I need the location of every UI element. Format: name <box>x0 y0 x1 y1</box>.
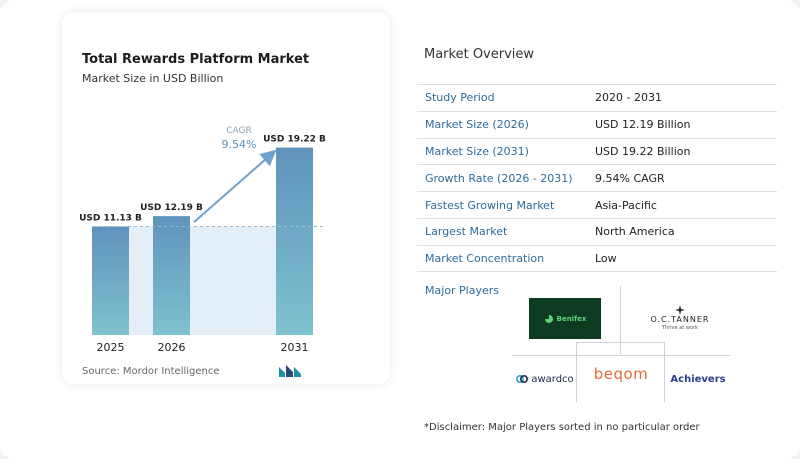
overview-row: Largest Market North America <box>417 217 777 245</box>
overview-label: Market Size (2031) <box>425 144 529 158</box>
awardco-logo: awardco <box>514 370 576 388</box>
chart-card: Total Rewards Platform Market Market Siz… <box>62 12 390 384</box>
benifex-logo-text: Benifex <box>556 314 587 323</box>
overview-label: Fastest Growing Market <box>425 198 555 212</box>
overview-row: Market Size (2026) USD 12.19 Billion <box>417 110 777 138</box>
bar-2025 <box>92 226 129 335</box>
bar-2031 <box>276 147 313 335</box>
players-divider <box>576 342 577 402</box>
disclaimer-text: *Disclaimer: Major Players sorted in no … <box>424 422 700 433</box>
bar-2026 <box>153 216 190 335</box>
chart-title: Total Rewards Platform Market <box>82 52 310 67</box>
overview-value: USD 12.19 Billion <box>595 118 691 132</box>
benifex-logo-icon <box>544 314 553 323</box>
overview-value: North America <box>595 225 675 239</box>
chart-subtitle: Market Size in USD Billion <box>82 72 224 85</box>
mordor-intelligence-logo-icon <box>279 365 301 377</box>
beqom-logo: beqom <box>593 365 649 383</box>
oc-tanner-tagline: Thrive at work <box>661 325 698 331</box>
awardco-logo-icon <box>516 375 529 383</box>
overview-value: Asia-Pacific <box>595 198 657 212</box>
overview-label: Study Period <box>425 91 495 105</box>
oc-tanner-logo-icon <box>675 305 685 315</box>
value-label-2031: USD 19.22 B <box>263 135 326 145</box>
players-divider <box>512 355 730 356</box>
value-label-2025: USD 11.13 B <box>79 213 142 223</box>
overview-value: 2020 - 2031 <box>595 91 662 105</box>
major-players-title: Major Players <box>425 284 499 297</box>
source-text: Source: Mordor Intelligence <box>82 366 220 377</box>
overview-row: Market Concentration Low <box>417 244 777 272</box>
overview-value: USD 19.22 Billion <box>595 144 691 158</box>
achievers-logo: Achievers <box>670 373 726 385</box>
overview-row: Growth Rate (2026 - 2031) 9.54% CAGR <box>417 164 777 191</box>
oc-tanner-logo-text: O.C.TANNER <box>650 315 710 324</box>
category-label-2025: 2025 <box>97 341 125 354</box>
category-label-2026: 2026 <box>158 341 186 354</box>
overview-table: Study Period 2020 - 2031 Market Size (202… <box>417 84 777 272</box>
oc-tanner-logo: O.C.TANNER Thrive at work <box>640 300 720 336</box>
cagr-arrow <box>193 149 277 223</box>
overview-value: Low <box>595 251 617 265</box>
overview-label: Market Size (2026) <box>425 118 529 132</box>
overview-row: Market Size (2031) USD 19.22 Billion <box>417 137 777 165</box>
overview-value: 9.54% CAGR <box>595 171 665 185</box>
benifex-logo: Benifex <box>529 298 601 339</box>
players-divider <box>664 342 665 402</box>
overview-title: Market Overview <box>424 47 535 62</box>
cagr-label: CAGR <box>226 126 252 136</box>
overview-label: Market Concentration <box>425 251 545 265</box>
overview-label: Largest Market <box>425 225 508 239</box>
bar-chart: USD 11.13 B 2025 USD 12.19 B 2026 USD 19.22 … <box>79 126 326 354</box>
players-divider <box>576 342 665 343</box>
overview-row: Fastest Growing Market Asia-Pacific <box>417 191 777 218</box>
awardco-logo-text: awardco <box>531 373 574 385</box>
category-label-2031: 2031 <box>281 341 309 354</box>
cagr-value: 9.54% <box>222 138 257 151</box>
overview-label: Growth Rate (2026 - 2031) <box>425 171 573 185</box>
players-divider <box>620 286 621 354</box>
value-label-2026: USD 12.19 B <box>140 203 203 213</box>
overview-row: Study Period 2020 - 2031 <box>417 84 777 111</box>
